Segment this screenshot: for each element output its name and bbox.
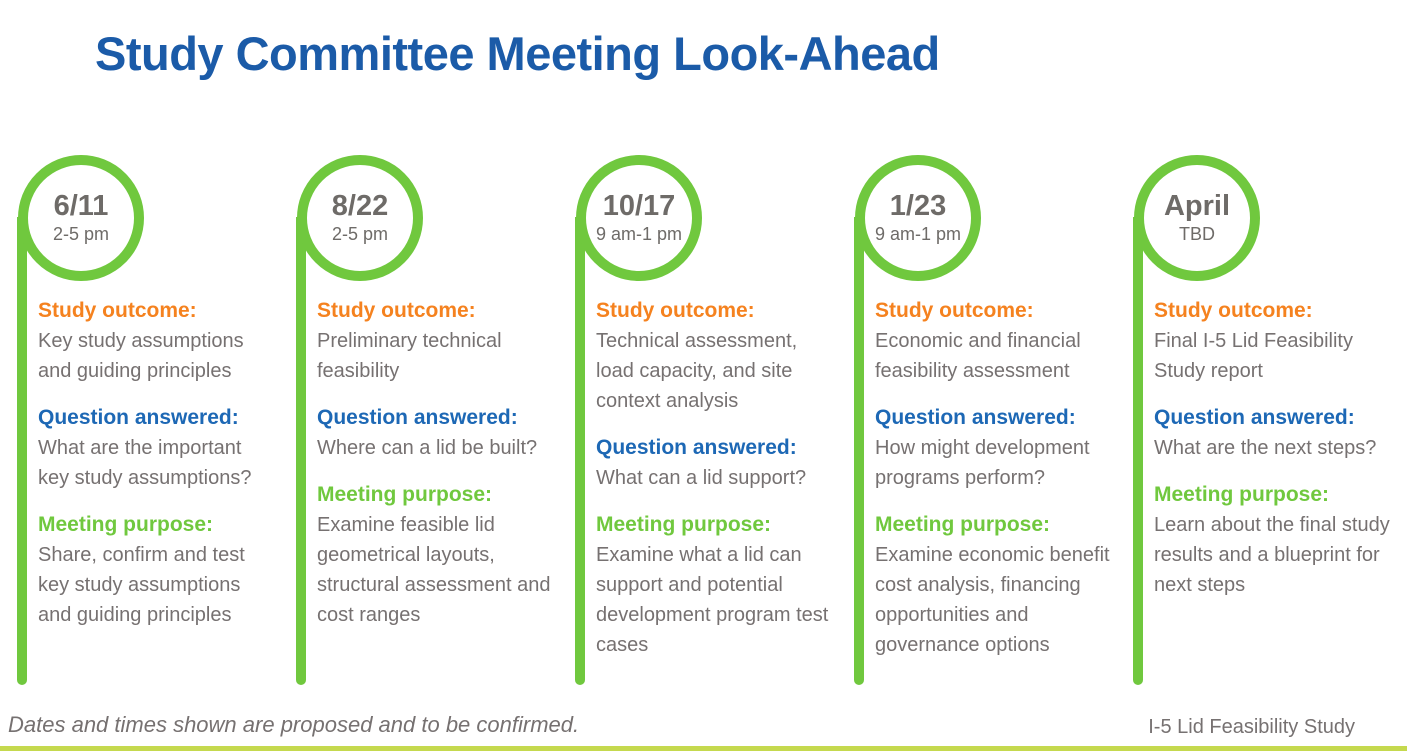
meeting-purpose-section: Meeting purpose: Examine what a lid can … <box>596 510 833 660</box>
meeting-purpose-section: Meeting purpose: Examine economic benefi… <box>875 510 1112 660</box>
column-content: Study outcome: Economic and financial fe… <box>875 296 1112 677</box>
meeting-purpose-label: Meeting purpose: <box>875 513 1051 536</box>
timeline-stem <box>575 217 585 685</box>
meeting-time: 9 am-1 pm <box>595 224 683 244</box>
meeting-time: 2-5 pm <box>52 224 110 244</box>
meeting-date: 6/11 <box>53 190 109 222</box>
meeting-purpose-text: Learn about the final study results and … <box>1154 514 1390 596</box>
timeline-stem <box>1133 217 1143 685</box>
meeting-time: TBD <box>1179 224 1215 244</box>
meeting-column-3: 10/17 9 am-1 pm Study outcome: Technical… <box>574 155 853 700</box>
meeting-column-4: 1/23 9 am-1 pm Study outcome: Economic a… <box>853 155 1132 700</box>
study-outcome-label: Study outcome: <box>317 299 476 322</box>
question-answered-label: Question answered: <box>1154 406 1355 429</box>
meeting-purpose-label: Meeting purpose: <box>596 513 772 536</box>
study-outcome-label: Study outcome: <box>875 299 1034 322</box>
study-outcome-text: Preliminary technical feasibility <box>317 330 502 382</box>
date-circle: 6/11 2-5 pm <box>18 155 144 281</box>
study-outcome-section: Study outcome: Preliminary technical fea… <box>317 296 554 386</box>
study-outcome-text: Final I-5 Lid Feasibility Study report <box>1154 330 1353 382</box>
question-answered-section: Question answered: What can a lid suppor… <box>596 433 833 493</box>
question-answered-section: Question answered: What are the next ste… <box>1154 403 1391 463</box>
question-answered-text: What are the important key study assumpt… <box>38 437 252 489</box>
study-outcome-section: Study outcome: Economic and financial fe… <box>875 296 1112 386</box>
meeting-purpose-text: Examine what a lid can support and poten… <box>596 544 829 656</box>
question-answered-text: What can a lid support? <box>596 467 807 489</box>
date-circle: 8/22 2-5 pm <box>297 155 423 281</box>
meeting-date: 1/23 <box>889 190 947 222</box>
date-circle: 10/17 9 am-1 pm <box>576 155 702 281</box>
meeting-purpose-text: Examine economic benefit cost analysis, … <box>875 544 1110 656</box>
question-answered-text: What are the next steps? <box>1154 437 1377 459</box>
bottom-accent-bar <box>0 746 1407 751</box>
meeting-time: 2-5 pm <box>331 224 389 244</box>
meeting-date: 8/22 <box>331 190 389 222</box>
meeting-column-1: 6/11 2-5 pm Study outcome: Key study ass… <box>16 155 295 700</box>
study-outcome-text: Economic and financial feasibility asses… <box>875 330 1081 382</box>
column-content: Study outcome: Preliminary technical fea… <box>317 296 554 647</box>
footer-project-name: I-5 Lid Feasibility Study <box>1148 716 1355 738</box>
date-circle: 1/23 9 am-1 pm <box>855 155 981 281</box>
timeline-stem <box>17 217 27 685</box>
meeting-time: 9 am-1 pm <box>874 224 962 244</box>
date-circle: April TBD <box>1134 155 1260 281</box>
timeline-columns: 6/11 2-5 pm Study outcome: Key study ass… <box>16 155 1407 700</box>
question-answered-label: Question answered: <box>596 436 797 459</box>
study-outcome-text: Technical assessment, load capacity, and… <box>596 330 798 412</box>
meeting-purpose-text: Examine feasible lid geometrical layouts… <box>317 514 551 626</box>
question-answered-section: Question answered: What are the importan… <box>38 403 275 493</box>
study-outcome-section: Study outcome: Technical assessment, loa… <box>596 296 833 416</box>
study-outcome-label: Study outcome: <box>1154 299 1313 322</box>
meeting-column-2: 8/22 2-5 pm Study outcome: Preliminary t… <box>295 155 574 700</box>
meeting-purpose-section: Meeting purpose: Learn about the final s… <box>1154 480 1391 600</box>
question-answered-label: Question answered: <box>875 406 1076 429</box>
meeting-purpose-section: Meeting purpose: Share, confirm and test… <box>38 510 275 630</box>
timeline-stem <box>296 217 306 685</box>
question-answered-label: Question answered: <box>38 406 239 429</box>
study-outcome-label: Study outcome: <box>596 299 755 322</box>
meeting-column-5: April TBD Study outcome: Final I-5 Lid F… <box>1132 155 1407 700</box>
question-answered-label: Question answered: <box>317 406 518 429</box>
column-content: Study outcome: Final I-5 Lid Feasibility… <box>1154 296 1391 617</box>
study-outcome-section: Study outcome: Final I-5 Lid Feasibility… <box>1154 296 1391 386</box>
study-outcome-section: Study outcome: Key study assumptions and… <box>38 296 275 386</box>
meeting-purpose-label: Meeting purpose: <box>1154 483 1330 506</box>
meeting-purpose-text: Share, confirm and test key study assump… <box>38 544 245 626</box>
question-answered-section: Question answered: Where can a lid be bu… <box>317 403 554 463</box>
study-outcome-text: Key study assumptions and guiding princi… <box>38 330 244 382</box>
meeting-purpose-label: Meeting purpose: <box>38 513 214 536</box>
question-answered-text: How might development programs perform? <box>875 437 1090 489</box>
meeting-purpose-label: Meeting purpose: <box>317 483 493 506</box>
question-answered-section: Question answered: How might development… <box>875 403 1112 493</box>
column-content: Study outcome: Key study assumptions and… <box>38 296 275 647</box>
meeting-date: April <box>1163 190 1231 222</box>
page-title: Study Committee Meeting Look-Ahead <box>95 27 940 80</box>
timeline-stem <box>854 217 864 685</box>
study-outcome-label: Study outcome: <box>38 299 197 322</box>
meeting-purpose-section: Meeting purpose: Examine feasible lid ge… <box>317 480 554 630</box>
question-answered-text: Where can a lid be built? <box>317 437 538 459</box>
footer-disclaimer: Dates and times shown are proposed and t… <box>8 712 580 737</box>
meeting-date: 10/17 <box>602 190 676 222</box>
column-content: Study outcome: Technical assessment, loa… <box>596 296 833 677</box>
